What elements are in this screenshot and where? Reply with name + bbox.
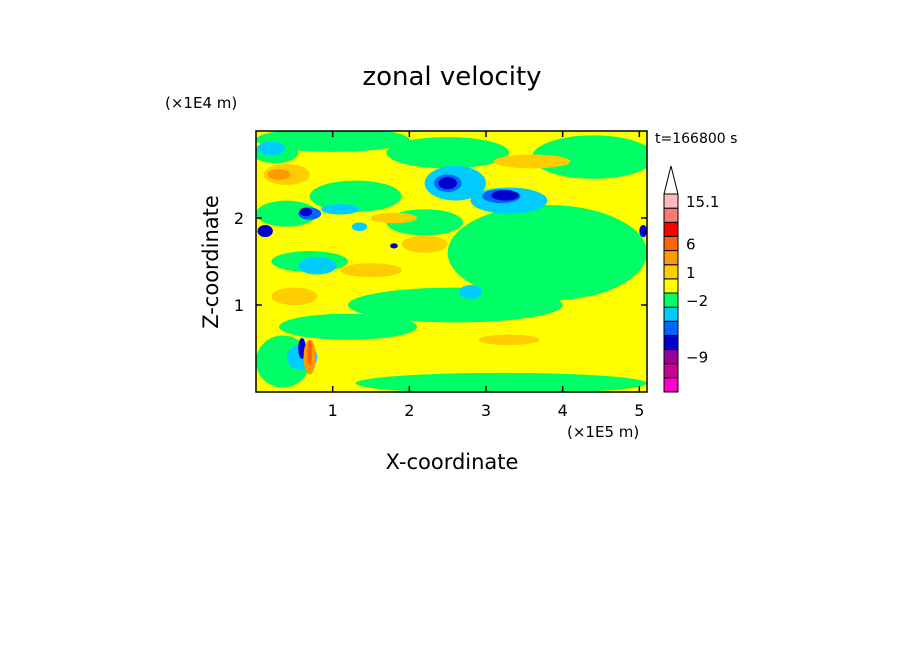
field-patch-27 xyxy=(257,224,273,238)
colorbar-level-4 xyxy=(663,320,679,336)
colorbar-level-1 xyxy=(663,363,679,379)
colorbar-tip xyxy=(663,165,679,195)
field-patch-30 xyxy=(390,243,398,249)
colorbar-level-8 xyxy=(663,264,679,280)
field-patch-5 xyxy=(348,287,563,323)
field-patch-15 xyxy=(298,257,337,275)
colorbar-level-12 xyxy=(663,207,679,223)
colorbar-tick-label: 1 xyxy=(686,264,696,282)
field-patch-40 xyxy=(307,339,312,366)
field-patch-8 xyxy=(355,372,647,392)
colorbar xyxy=(663,165,679,393)
x-tick-label: 1 xyxy=(328,401,338,420)
colorbar-labels: 15.1 6 1 −2 −9 xyxy=(686,193,719,367)
field-patch-33 xyxy=(371,212,417,224)
field-patch-1 xyxy=(256,131,410,152)
colorbar-level-0 xyxy=(663,377,679,393)
field-patch-4 xyxy=(447,204,647,301)
field-patch-32 xyxy=(493,154,571,169)
field-patch-13 xyxy=(257,141,286,156)
colorbar-level-3 xyxy=(663,334,679,351)
x-tick-label: 4 xyxy=(558,401,568,420)
field-patch-35 xyxy=(340,263,402,278)
field-patch-10 xyxy=(256,200,318,227)
field-patch-34 xyxy=(401,235,448,253)
x-tick-label: 3 xyxy=(481,401,491,420)
x-tick-label: 2 xyxy=(404,401,414,420)
field-patches xyxy=(256,131,647,392)
colorbar-level-6 xyxy=(663,292,679,308)
plot-area xyxy=(256,131,647,392)
field-patch-37 xyxy=(478,334,540,346)
colorbar-level-11 xyxy=(663,221,679,237)
colorbar-level-9 xyxy=(663,250,679,266)
y-axis-unit: (×1E4 m) xyxy=(165,94,237,112)
colorbar-tick-label: 15.1 xyxy=(686,193,719,211)
field-patch-38 xyxy=(267,169,291,180)
field-patch-18 xyxy=(459,284,483,299)
y-axis-label: Z-coordinate xyxy=(199,195,223,329)
field-patch-25 xyxy=(491,190,519,201)
plot-frame xyxy=(255,130,648,393)
colorbar-level-5 xyxy=(663,306,679,322)
field-patch-26 xyxy=(299,207,312,217)
field-patch-2 xyxy=(386,137,509,169)
colorbar-tick-label: −2 xyxy=(686,292,708,310)
colorbar-level-13 xyxy=(663,193,679,209)
field-patch-36 xyxy=(271,287,318,305)
field-patch-20 xyxy=(351,222,368,232)
time-label: t=166800 s xyxy=(655,131,737,147)
field-patch-6 xyxy=(279,313,417,340)
y-tick-label: 2 xyxy=(234,209,244,228)
x-tick-label: 5 xyxy=(634,401,644,420)
field-patch-24 xyxy=(438,177,457,190)
y-tick-label: 1 xyxy=(234,296,244,315)
chart-title: zonal velocity xyxy=(362,62,541,92)
x-axis-unit: (×1E5 m) xyxy=(567,423,639,441)
colorbar-level-7 xyxy=(663,278,679,294)
field-patch-9 xyxy=(309,180,402,212)
colorbar-level-10 xyxy=(663,235,679,252)
field-patch-29 xyxy=(639,224,647,238)
colorbar-level-2 xyxy=(663,349,679,365)
field-patch-3 xyxy=(532,135,647,179)
field-patch-14 xyxy=(321,204,360,215)
colorbar-tick-label: 6 xyxy=(686,236,696,254)
y-axis-ticks: 12 xyxy=(234,209,647,315)
colorbar-tick-label: −9 xyxy=(686,349,708,367)
x-axis-ticks: 1 2 3 4 5 xyxy=(328,131,644,420)
x-axis-label: X-coordinate xyxy=(386,450,519,474)
